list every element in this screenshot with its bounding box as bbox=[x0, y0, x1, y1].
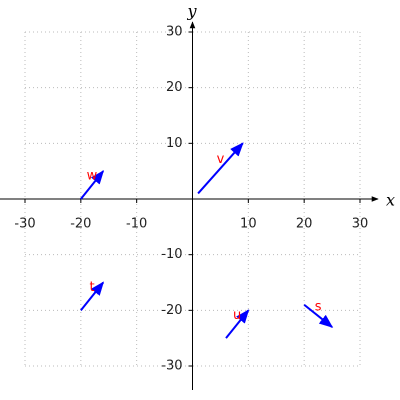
y-axis-title: y bbox=[186, 2, 197, 21]
x-tick-label: -30 bbox=[14, 217, 35, 232]
vector bbox=[303, 303, 334, 328]
y-tick-label: 10 bbox=[166, 136, 183, 151]
x-tick-label: 10 bbox=[240, 217, 257, 232]
vector bbox=[225, 309, 250, 339]
vector-label: w bbox=[87, 169, 98, 184]
y-tick-label: 20 bbox=[166, 80, 183, 95]
y-tick-label: 30 bbox=[166, 25, 183, 40]
x-tick-label: 20 bbox=[296, 217, 313, 232]
vector-label: u bbox=[233, 308, 241, 323]
vector-label: s bbox=[315, 299, 322, 314]
x-tick-label: 30 bbox=[352, 217, 369, 232]
vector-label: t bbox=[89, 280, 94, 295]
x-axis-title: x bbox=[386, 191, 395, 210]
vector bbox=[197, 142, 244, 195]
y-tick-label: -10 bbox=[161, 247, 182, 262]
vector bbox=[80, 281, 105, 311]
y-tick-label: -30 bbox=[161, 359, 182, 374]
y-tick-label: -20 bbox=[161, 303, 182, 318]
vector-label: v bbox=[217, 152, 225, 167]
vector bbox=[80, 170, 105, 200]
x-tick-label: -10 bbox=[126, 217, 147, 232]
x-tick-label: -20 bbox=[70, 217, 91, 232]
